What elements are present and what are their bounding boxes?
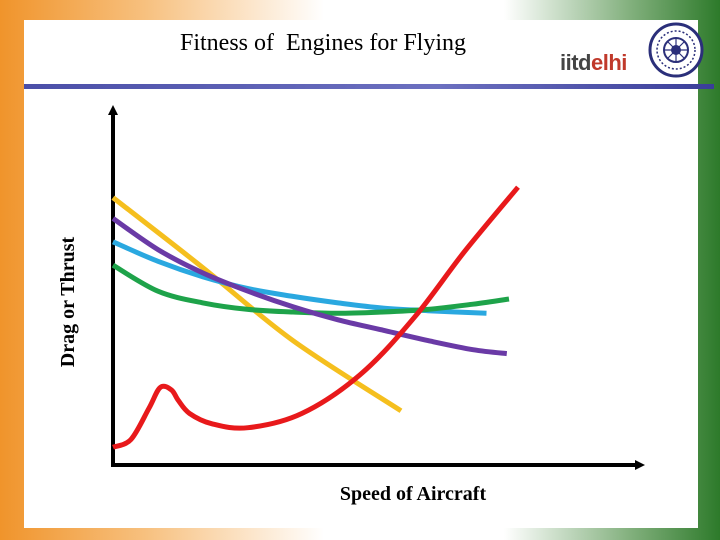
drag-curve <box>112 185 520 450</box>
page-title: Fitness of Engines for Flying <box>180 30 466 56</box>
logo-text-part1: iitd <box>560 50 592 75</box>
iit-seal-icon <box>648 22 704 78</box>
title-divider <box>24 84 714 89</box>
blue-curve <box>111 239 487 316</box>
purple-curve <box>111 216 508 357</box>
x-axis-label: Speed of Aircraft <box>340 483 487 505</box>
iitdelhi-logo: iitdelhi <box>560 50 627 76</box>
logo-text-part2: elhi <box>591 50 627 75</box>
series-group <box>111 185 520 450</box>
y-axis-label: Drag or Thrust <box>57 236 79 367</box>
slide-panel <box>24 20 698 528</box>
